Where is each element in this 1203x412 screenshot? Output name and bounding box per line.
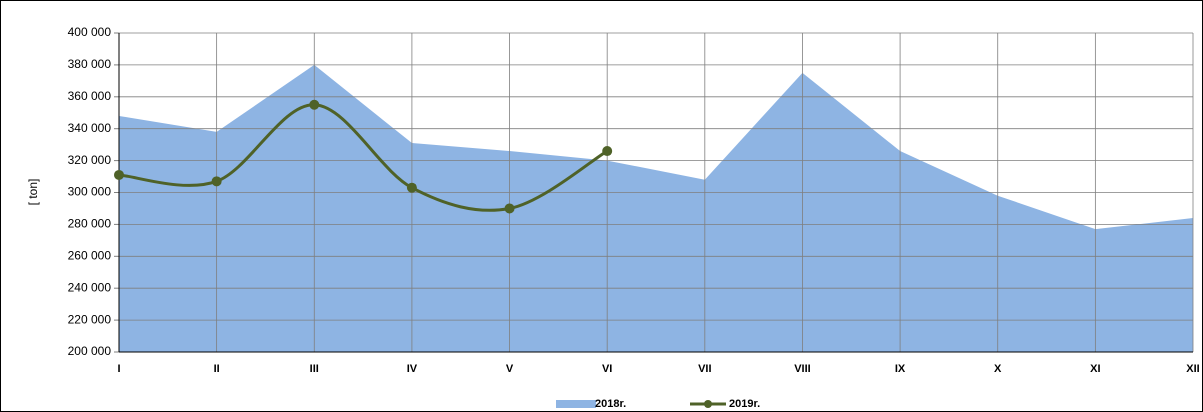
y-tick-label: 380 000 bbox=[68, 57, 112, 71]
marker bbox=[114, 169, 124, 180]
x-tick-label: XI bbox=[1090, 363, 1100, 375]
x-tick-label: III bbox=[310, 363, 319, 375]
legend-label: 2018r. bbox=[595, 398, 626, 410]
legend-marker bbox=[704, 400, 712, 408]
y-tick-label: 240 000 bbox=[68, 280, 112, 294]
marker bbox=[504, 203, 515, 214]
x-tick-label: XII bbox=[1186, 363, 1199, 375]
marker bbox=[309, 99, 320, 110]
y-tick-label: 200 000 bbox=[68, 344, 112, 358]
y-tick-label: 280 000 bbox=[68, 217, 112, 231]
marker bbox=[211, 176, 222, 187]
x-tick-label: IV bbox=[407, 363, 418, 375]
y-tick-label: 260 000 bbox=[68, 248, 112, 262]
y-tick-label: 300 000 bbox=[68, 185, 112, 199]
x-tick-label: VII bbox=[698, 363, 711, 375]
y-tick-label: 340 000 bbox=[68, 121, 112, 135]
legend-label: 2019r. bbox=[729, 398, 760, 410]
x-tick-label: VIII bbox=[794, 363, 811, 375]
x-tick-label: X bbox=[994, 363, 1002, 375]
y-tick-label: 320 000 bbox=[68, 153, 112, 167]
marker bbox=[406, 182, 417, 193]
y-axis-label: [ ton] bbox=[26, 179, 40, 206]
marker bbox=[602, 146, 613, 157]
line bbox=[118, 103, 608, 212]
x-tick-label: IX bbox=[895, 363, 906, 375]
y-tick-label: 400 000 bbox=[68, 25, 112, 39]
y-tick-label: 220 000 bbox=[68, 312, 112, 326]
legend-swatch bbox=[556, 400, 596, 408]
x-tick-label: VI bbox=[602, 363, 612, 375]
area bbox=[119, 64, 1193, 353]
y-tick-label: 360 000 bbox=[68, 89, 112, 103]
x-tick-label: II bbox=[214, 363, 220, 375]
x-tick-label: V bbox=[506, 363, 514, 375]
x-tick-label: I bbox=[117, 363, 120, 375]
